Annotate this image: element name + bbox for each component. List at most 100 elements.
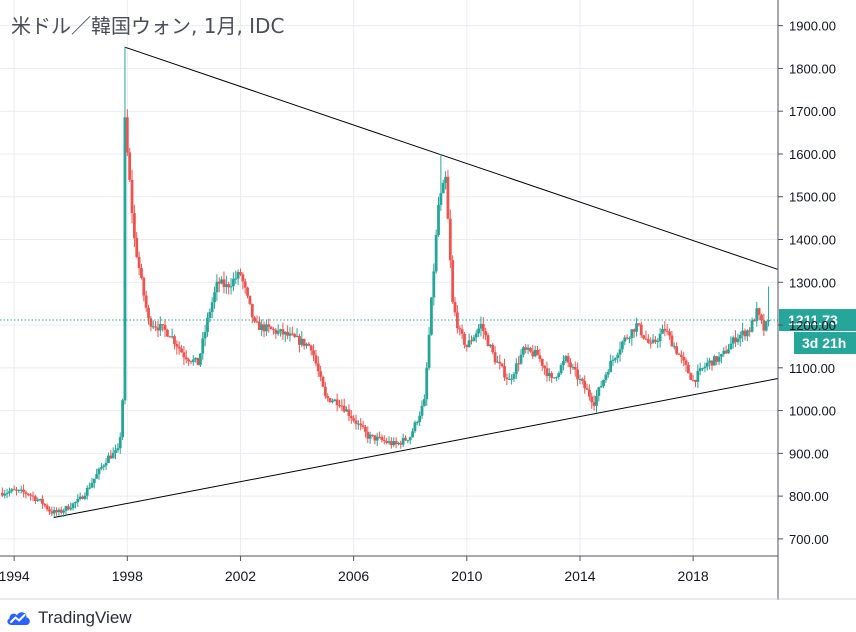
candle-body	[0, 492, 4, 496]
candle-body	[611, 359, 615, 361]
candle-body	[269, 326, 273, 330]
candle-body	[635, 323, 638, 332]
candle-body	[762, 320, 766, 331]
trendlines[interactable]	[53, 46, 779, 518]
candle-body	[309, 345, 313, 351]
candle-body	[670, 335, 674, 347]
y-tick-label: 1700.00	[789, 104, 836, 119]
candle-body	[8, 491, 11, 493]
candle-body	[338, 405, 341, 407]
candle-body	[321, 376, 325, 387]
candle-body	[425, 367, 429, 400]
candle-body	[731, 337, 735, 344]
candle-body	[698, 368, 702, 372]
candle-body	[151, 326, 155, 328]
tradingview-logo[interactable]: TradingView	[6, 605, 132, 631]
candle-body	[260, 324, 264, 331]
last-price-line: 1211.73 3d 21h	[0, 309, 856, 355]
candle-body	[524, 347, 528, 350]
candle-body	[217, 281, 221, 284]
candle-body	[616, 354, 620, 359]
candle-body	[628, 338, 631, 340]
candle-body	[743, 330, 747, 337]
candle-body	[550, 373, 554, 378]
candle-body	[441, 182, 445, 194]
candle-body	[717, 356, 721, 362]
x-tick-label: 2006	[338, 568, 369, 584]
candle-body	[415, 421, 419, 423]
candle-body	[203, 332, 207, 339]
candle-body	[78, 496, 82, 499]
x-tick-label: 1994	[0, 568, 30, 584]
y-tick-label: 1000.00	[789, 404, 836, 419]
candle-body	[187, 359, 191, 362]
candle-body	[29, 494, 33, 496]
candle-body	[559, 365, 563, 374]
trendline[interactable]	[124, 46, 779, 270]
candle-body	[88, 487, 91, 489]
candle-body	[491, 344, 495, 353]
candle-body	[302, 338, 306, 346]
candle-body	[257, 321, 261, 331]
candle-body	[602, 379, 605, 387]
candle-body	[22, 489, 25, 493]
candle-body	[189, 361, 193, 363]
candle-body	[128, 152, 132, 180]
candle-body	[738, 334, 742, 339]
candle-body	[314, 355, 318, 364]
candle-body	[496, 361, 499, 363]
candle-body	[41, 498, 44, 504]
candle-body	[578, 378, 582, 380]
candle-body	[679, 354, 683, 357]
candle-body	[597, 387, 601, 396]
candle-body	[64, 506, 68, 511]
candle-body	[312, 350, 315, 356]
candle-body	[293, 334, 297, 337]
candle-body	[514, 363, 518, 375]
candle-body	[83, 495, 87, 499]
candle-body	[107, 455, 110, 463]
candle-body	[43, 503, 47, 506]
candle-body	[587, 389, 591, 397]
chart-title: 米ドル／韓国ウォン, 1月, IDC	[11, 14, 285, 38]
x-tick-label: 1998	[112, 568, 143, 584]
trendline[interactable]	[53, 378, 779, 518]
candle-body	[606, 371, 610, 375]
candle-body	[184, 357, 188, 360]
candle-body	[689, 373, 693, 380]
x-tick-label: 2018	[678, 568, 709, 584]
candle-body	[375, 436, 379, 441]
candle-body	[408, 437, 412, 441]
candle-body	[592, 402, 596, 406]
candle-body	[161, 324, 165, 326]
candle-body	[194, 357, 198, 360]
candle-body	[444, 176, 447, 183]
candle-body	[474, 333, 478, 338]
candle-body	[255, 321, 259, 323]
candle-body	[144, 295, 148, 308]
candle-body	[102, 465, 106, 468]
candle-body	[118, 437, 122, 449]
candle-body	[748, 330, 752, 332]
candle-body	[637, 323, 641, 325]
candle-body	[33, 496, 37, 501]
candle-body	[599, 386, 603, 388]
candle-body	[170, 336, 174, 338]
candle-body	[55, 509, 58, 513]
candle-body	[66, 506, 70, 510]
candle-body	[57, 509, 61, 513]
candle-body	[227, 284, 231, 288]
candle-body	[712, 356, 716, 366]
candle-body	[385, 440, 389, 443]
candle-body	[484, 331, 488, 336]
candle-body	[427, 334, 431, 368]
y-tick-label: 700.00	[789, 532, 829, 547]
candle-body	[562, 360, 565, 366]
x-tick-label: 2010	[451, 568, 482, 584]
candle-body	[177, 346, 181, 349]
candle-body	[505, 377, 509, 379]
candle-body	[422, 399, 426, 406]
y-tick-label: 1800.00	[789, 61, 836, 76]
candle-body	[512, 374, 516, 379]
